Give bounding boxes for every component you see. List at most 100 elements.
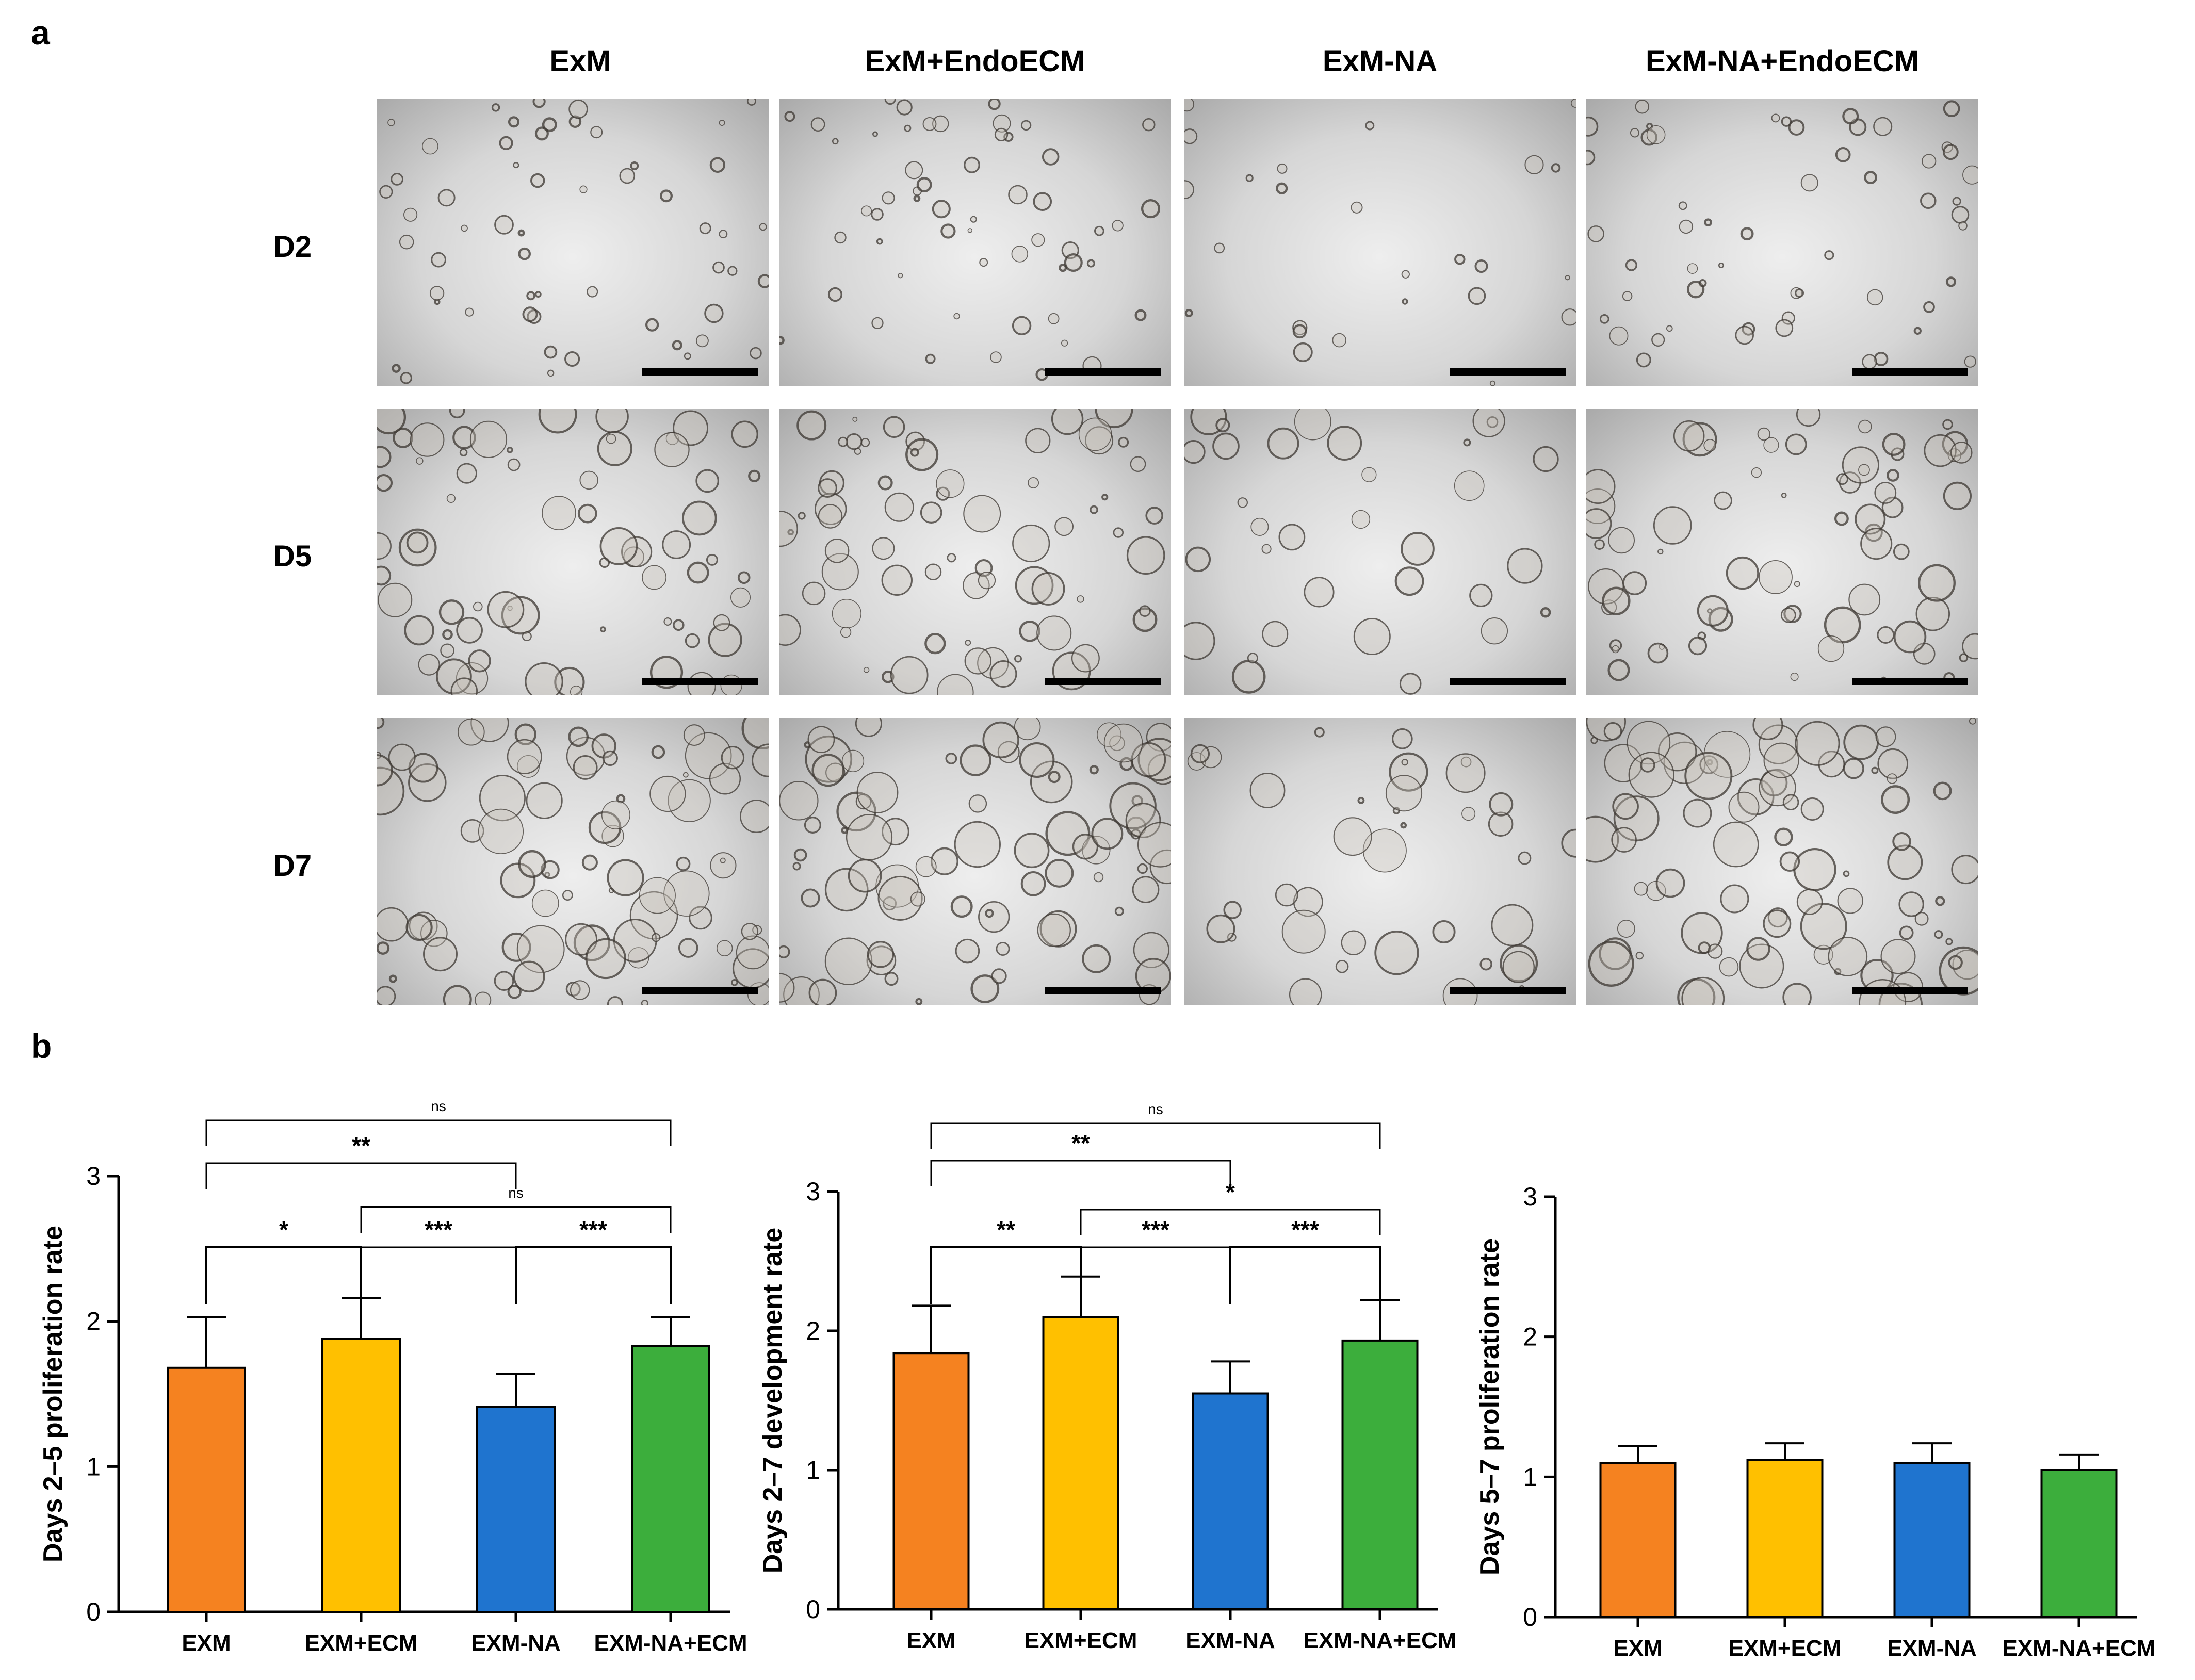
micrograph-d2-exm-na-endoecm: [1586, 99, 1978, 386]
organoid: [824, 937, 873, 986]
organoid: [1855, 503, 1886, 535]
organoid: [1951, 206, 1970, 224]
organoid: [964, 156, 981, 173]
bar: [167, 1366, 246, 1613]
organoid: [710, 852, 737, 879]
organoid: [590, 126, 603, 139]
organoid: [628, 947, 649, 969]
organoid: [544, 345, 558, 359]
organoid: [1790, 673, 1799, 681]
organoid: [1112, 220, 1124, 232]
organoid: [1327, 426, 1362, 461]
organoid: [905, 161, 923, 180]
micrograph-d2-exm: [377, 99, 769, 386]
significance-label: **: [997, 1216, 1015, 1243]
organoid: [1942, 144, 1959, 160]
significance-bracket: [360, 1206, 672, 1233]
organoid: [1759, 560, 1793, 594]
organoid: [1818, 751, 1845, 778]
organoid: [465, 307, 474, 317]
organoid: [930, 847, 958, 875]
organoid: [577, 503, 597, 524]
organoid: [1635, 951, 1644, 960]
organoid: [1261, 544, 1272, 554]
organoid: [532, 99, 546, 108]
organoid: [1489, 380, 1495, 386]
organoid: [1635, 99, 1650, 114]
organoid: [672, 340, 682, 351]
organoid: [1728, 791, 1760, 823]
organoid: [713, 614, 730, 631]
organoid: [1250, 517, 1269, 536]
organoid: [860, 438, 870, 447]
organoid: [1089, 765, 1099, 775]
organoid: [1918, 564, 1956, 602]
organoid: [516, 755, 540, 778]
significance-bracket: [930, 1160, 1231, 1186]
organoid: [1942, 419, 1953, 430]
organoid: [1137, 822, 1171, 868]
bar: [1599, 1462, 1677, 1619]
organoid: [1703, 438, 1717, 452]
organoid: [1357, 796, 1365, 804]
organoid: [377, 409, 407, 435]
organoid: [1145, 507, 1164, 525]
organoid: [508, 116, 520, 128]
y-tick-label: 0: [806, 1595, 820, 1624]
organoid: [570, 686, 583, 695]
bar: [1192, 1392, 1269, 1610]
organoid: [910, 448, 919, 457]
organoid: [494, 971, 514, 991]
organoid: [599, 527, 638, 565]
organoid: [500, 862, 536, 899]
y-tick-label: 2: [806, 1316, 820, 1345]
organoid: [994, 127, 1009, 142]
organoid: [1877, 748, 1908, 779]
organoid: [404, 615, 434, 646]
bar: [892, 1352, 970, 1610]
organoid: [377, 766, 405, 816]
organoid: [570, 980, 590, 1000]
organoid: [731, 420, 759, 448]
organoid: [1042, 148, 1060, 166]
organoid: [856, 771, 899, 813]
organoid: [1051, 409, 1084, 435]
significance-bracket: [1080, 1209, 1381, 1235]
column-header-exm-endoecm: ExM+EndoECM: [865, 44, 1085, 78]
organoid: [1281, 909, 1326, 954]
organoid: [798, 512, 806, 520]
organoid: [479, 775, 526, 822]
organoid: [452, 426, 476, 450]
organoid: [955, 938, 980, 964]
organoid: [1012, 524, 1050, 563]
organoid: [807, 726, 835, 754]
organoid: [1959, 653, 1969, 662]
organoid: [988, 99, 1001, 110]
organoid: [418, 654, 440, 676]
organoid: [641, 1000, 648, 1005]
scale-bar: [1045, 678, 1161, 685]
organoid: [461, 224, 468, 232]
organoid: [963, 495, 1001, 533]
organoid: [1461, 807, 1476, 821]
organoid: [388, 974, 397, 983]
organoid: [562, 890, 573, 901]
organoid: [422, 138, 438, 155]
y-tick-label: 0: [86, 1597, 101, 1626]
organoid: [1463, 438, 1471, 447]
organoid: [960, 744, 991, 776]
organoid: [1817, 635, 1845, 662]
y-tick-label: 3: [806, 1177, 820, 1206]
organoid: [1771, 113, 1780, 123]
organoid: [1952, 197, 1961, 206]
micrograph-d5-exm-na-endoecm: [1586, 409, 1978, 695]
organoid: [1586, 150, 1596, 166]
organoid: [1836, 473, 1848, 485]
organoid: [1019, 742, 1055, 778]
organoid: [1795, 721, 1840, 766]
organoid: [1304, 577, 1335, 608]
organoid: [469, 420, 508, 458]
organoid: [1502, 951, 1535, 983]
organoid: [709, 157, 726, 173]
organoid: [970, 216, 977, 223]
